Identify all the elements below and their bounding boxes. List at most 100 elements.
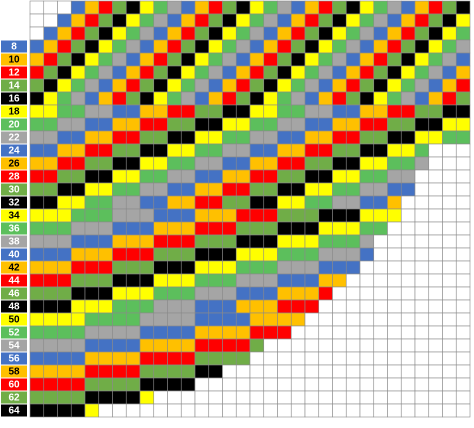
cell	[400, 182, 416, 197]
cell	[277, 169, 292, 184]
cell	[373, 52, 388, 67]
cell	[414, 338, 430, 353]
cell	[318, 117, 333, 132]
cell	[387, 65, 402, 80]
cell	[249, 143, 265, 158]
cell	[167, 247, 182, 262]
cell	[112, 26, 127, 41]
cell	[345, 195, 361, 210]
cell	[84, 338, 100, 353]
cell	[442, 273, 457, 288]
cell	[194, 234, 210, 249]
cell	[139, 299, 155, 314]
cell	[442, 403, 457, 418]
cell	[414, 234, 430, 249]
cell	[249, 130, 265, 145]
cell	[112, 325, 127, 340]
cell	[414, 247, 430, 262]
cell	[373, 247, 388, 262]
cell	[70, 221, 86, 236]
cell	[455, 156, 471, 171]
cell	[400, 117, 416, 132]
cell	[194, 338, 210, 353]
cell	[98, 104, 113, 119]
cell	[222, 247, 237, 262]
cell	[263, 273, 278, 288]
row-label-bg	[1, 261, 27, 274]
cell	[304, 286, 320, 301]
cell	[332, 169, 347, 184]
cell	[387, 377, 402, 392]
cell	[167, 299, 182, 314]
cell	[84, 299, 100, 314]
cell	[208, 182, 223, 197]
cell	[345, 234, 361, 249]
cell	[318, 247, 333, 262]
cell	[345, 390, 361, 405]
cell	[84, 91, 100, 106]
cell	[84, 156, 100, 171]
cell	[98, 130, 113, 145]
cell	[290, 351, 306, 366]
cell	[153, 0, 168, 15]
cell	[332, 403, 347, 418]
cell	[428, 65, 443, 80]
cell	[359, 390, 375, 405]
cell	[43, 169, 58, 184]
cell	[400, 260, 416, 275]
cell	[43, 273, 58, 288]
cell	[84, 130, 100, 145]
cell	[332, 117, 347, 132]
cell	[455, 351, 471, 366]
cell	[180, 364, 196, 379]
cell	[180, 130, 196, 145]
cell	[400, 338, 416, 353]
cell	[263, 0, 278, 15]
cell	[345, 273, 361, 288]
cell	[455, 39, 471, 54]
cell	[428, 208, 443, 223]
cell	[112, 273, 127, 288]
cell	[57, 273, 72, 288]
cell	[84, 403, 100, 418]
cell	[167, 312, 182, 327]
cell	[345, 338, 361, 353]
cell	[208, 143, 223, 158]
cell	[332, 130, 347, 145]
cell	[98, 182, 113, 197]
cell	[442, 39, 457, 54]
row-label-bg	[1, 339, 27, 352]
cell	[112, 78, 127, 93]
cell	[414, 221, 430, 236]
cell	[222, 390, 237, 405]
cell	[290, 117, 306, 132]
cell	[70, 390, 86, 405]
cell	[70, 312, 86, 327]
cell	[43, 234, 58, 249]
cell	[387, 325, 402, 340]
cell	[455, 13, 471, 28]
cell	[387, 260, 402, 275]
cell	[442, 182, 457, 197]
cell	[249, 234, 265, 249]
cell	[332, 52, 347, 67]
cell	[222, 117, 237, 132]
cell	[359, 351, 375, 366]
cell	[222, 364, 237, 379]
cell	[414, 39, 430, 54]
cell	[455, 91, 471, 106]
cell	[318, 65, 333, 80]
cell	[373, 312, 388, 327]
cell	[249, 325, 265, 340]
cell	[98, 351, 113, 366]
cell	[98, 208, 113, 223]
row-label-bg	[1, 53, 27, 66]
row-label-bg	[1, 391, 27, 404]
cell	[318, 0, 333, 15]
cell	[400, 299, 416, 314]
cell	[387, 364, 402, 379]
cell	[112, 156, 127, 171]
cell	[180, 39, 196, 54]
cell	[125, 377, 141, 392]
cell	[290, 403, 306, 418]
